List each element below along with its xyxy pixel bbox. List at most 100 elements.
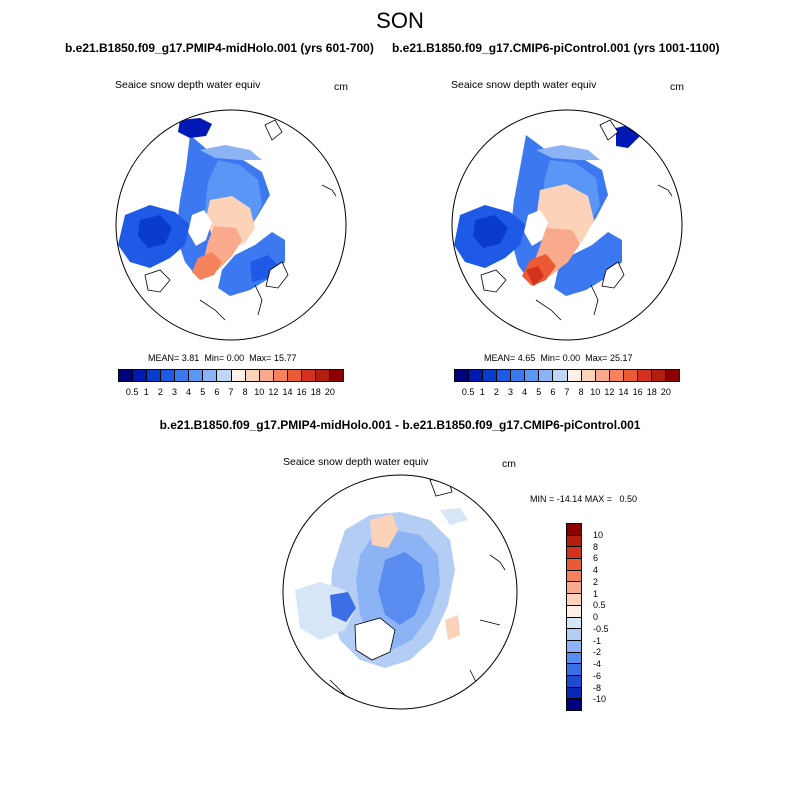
panel-1-colorbar-tick-label: 8: [242, 387, 248, 397]
panel-2-colorbar-swatch: [651, 370, 666, 381]
difference-colorbar-swatch: [567, 640, 581, 653]
panel-2-colorbar-swatch: [483, 370, 498, 381]
panel-1-mean-label: MEAN=: [148, 353, 180, 363]
panel-2-colorbar-swatch: [455, 370, 470, 381]
difference-colorbar-tick-label: 6: [593, 553, 599, 564]
panel-2-colorbar-tick-label: 5: [536, 387, 542, 397]
panel-2-colorbar-swatch: [637, 370, 652, 381]
panel-1-colorbar-tick-label: 10: [254, 387, 265, 397]
panel-1-stats: MEAN= 3.81 Min= 0.00 Max= 15.77: [148, 353, 296, 363]
panel-2-units: cm: [670, 81, 684, 93]
difference-colorbar-tick-label: -2: [593, 647, 602, 658]
figure-season-title: SON: [376, 8, 424, 33]
panel-2-colorbar-swatch: [581, 370, 596, 381]
panel-2-colorbar-swatch: [497, 370, 512, 381]
panel-1-colorbar-swatch: [119, 370, 134, 381]
difference-colorbar-swatch: [567, 629, 581, 641]
panel-2-colorbar-swatch: [469, 370, 484, 381]
panel-1-colorbar-swatch: [203, 370, 218, 381]
panel-2-mean-value: 4.65: [517, 353, 536, 363]
panel-1-colorbar-tick-label: 14: [282, 387, 293, 397]
panel-2-colorbar-swatch: [511, 370, 526, 381]
panel-1-colorbar: [118, 369, 344, 382]
difference-colorbar-tick-label: -10: [593, 694, 607, 705]
panel-2-colorbar-swatch: [665, 370, 679, 381]
panel-1-min-label: Min=: [204, 353, 225, 363]
panel-1-colorbar-labels: 0.5 1 2 3 4 5 6 7 8 10 12 14 16 18 20: [118, 387, 344, 399]
panel-2-colorbar-swatch: [539, 370, 554, 381]
panel-2-max-label: Max=: [585, 353, 608, 363]
panel-1-colorbar-swatch: [287, 370, 302, 381]
panel-1-colorbar-tick-label: 3: [171, 387, 178, 397]
panel-2-colorbar-tick-label: 0.5: [461, 387, 475, 397]
difference-colorbar-labels: 10 8 6 4 2 1 0.5 0 -0.5 -1 -2 -4 -6 -8 -10: [593, 523, 633, 711]
panel-1-colorbar-swatch: [189, 370, 204, 381]
panel-1-colorbar-swatch: [217, 370, 232, 381]
panel-2-colorbar-tick-label: 1: [479, 387, 485, 397]
panel-1-colorbar-tick-label: 18: [310, 387, 321, 397]
panel-2-colorbar-swatch: [567, 370, 582, 381]
panel-1-colorbar-tick-label: 12: [268, 387, 279, 397]
difference-colorbar-swatch: [567, 535, 581, 548]
difference-variable-label: Seaice snow depth water equiv: [283, 456, 429, 468]
panel-2-colorbar-tick-label: 16: [632, 387, 643, 397]
panel-2-colorbar-tick-label: 8: [578, 387, 584, 397]
panel-1-colorbar-swatch: [273, 370, 288, 381]
difference-colorbar-tick-label: -8: [593, 682, 602, 693]
panel-1-colorbar-tick-label: 20: [324, 387, 335, 397]
difference-colorbar-tick-label: 0: [593, 612, 599, 622]
difference-colorbar-tick-label: 8: [593, 541, 599, 552]
difference-colorbar-tick-label: -6: [593, 670, 602, 681]
panel-2-stats: MEAN= 4.65 Min= 0.00 Max= 25.17: [484, 353, 632, 363]
panel-2-colorbar-tick-label: 14: [618, 387, 629, 397]
panel-1-min-value: 0.00: [226, 353, 245, 363]
panel-1-colorbar-swatch: [133, 370, 148, 381]
panel-1-title: b.e21.B1850.f09_g17.PMIP4-midHolo.001 (y…: [65, 41, 374, 55]
difference-colorbar-swatch: [567, 524, 581, 536]
panel-1-colorbar-tick-label: 6: [214, 387, 220, 397]
difference-colorbar-tick-label: 1: [593, 588, 599, 599]
panel-1-colorbar-tick-label: 7: [228, 387, 234, 397]
panel-2-colorbar-swatch: [595, 370, 610, 381]
panel-2-colorbar-tick-label: 10: [590, 387, 601, 397]
difference-minmax: MIN = -14.14 MAX = 0.50: [530, 494, 638, 504]
panel-1-variable-label: Seaice snow depth water equiv: [115, 79, 261, 91]
panel-2-colorbar-swatch: [623, 370, 638, 381]
difference-colorbar-tick-label: -1: [593, 635, 602, 646]
panel-2-colorbar: [454, 369, 680, 382]
panel-2-variable-label: Seaice snow depth water equiv: [451, 79, 597, 91]
panel-2-colorbar-tick-label: 12: [604, 387, 615, 397]
difference-colorbar-swatch: [567, 547, 581, 560]
panel-1-colorbar-swatch: [259, 370, 274, 381]
panel-1-colorbar-swatch: [245, 370, 260, 381]
panel-1-units: cm: [334, 81, 348, 93]
difference-colorbar-tick-label: 0.5: [593, 600, 606, 611]
panel-1-colorbar-tick-label: 4: [186, 387, 192, 397]
panel-2-colorbar-swatch: [553, 370, 568, 381]
difference-colorbar-swatch: [567, 605, 581, 618]
panel-2-colorbar-tick-label: 4: [522, 387, 528, 397]
panel-2-colorbar-tick-label: 2: [493, 387, 499, 397]
panel-1-colorbar-tick-label: 16: [296, 387, 307, 397]
panel-1-map: [116, 110, 346, 340]
panel-1-colorbar-tick-label: 2: [157, 387, 163, 397]
panel-1-colorbar-tick-label: 0.5: [125, 387, 139, 397]
panel-2-max-value: 25.17: [609, 353, 633, 363]
panel-1-max-value: 15.77: [273, 353, 297, 363]
panel-2-colorbar-tick-label: 3: [507, 387, 514, 397]
difference-colorbar-swatch: [567, 664, 581, 676]
difference-colorbar-swatch: [567, 652, 581, 665]
panel-1-max-label: Max=: [249, 353, 272, 363]
panel-2-colorbar-swatch: [525, 370, 540, 381]
panel-2-map: [452, 110, 682, 340]
panel-1-colorbar-swatch: [161, 370, 176, 381]
panel-2-title: b.e21.B1850.f09_g17.CMIP6-piControl.001 …: [392, 41, 720, 55]
difference-colorbar-swatch: [567, 675, 581, 688]
difference-units: cm: [502, 458, 516, 470]
difference-panel-title: b.e21.B1850.f09_g17.PMIP4-midHolo.001 - …: [159, 418, 641, 432]
panel-2-min-value: 0.00: [562, 353, 581, 363]
panel-2-colorbar-tick-label: 7: [564, 387, 570, 397]
panel-2-colorbar-tick-label: 6: [550, 387, 556, 397]
difference-colorbar-tick-label: -0.5: [593, 623, 609, 634]
difference-colorbar-tick-label: -4: [593, 659, 602, 669]
